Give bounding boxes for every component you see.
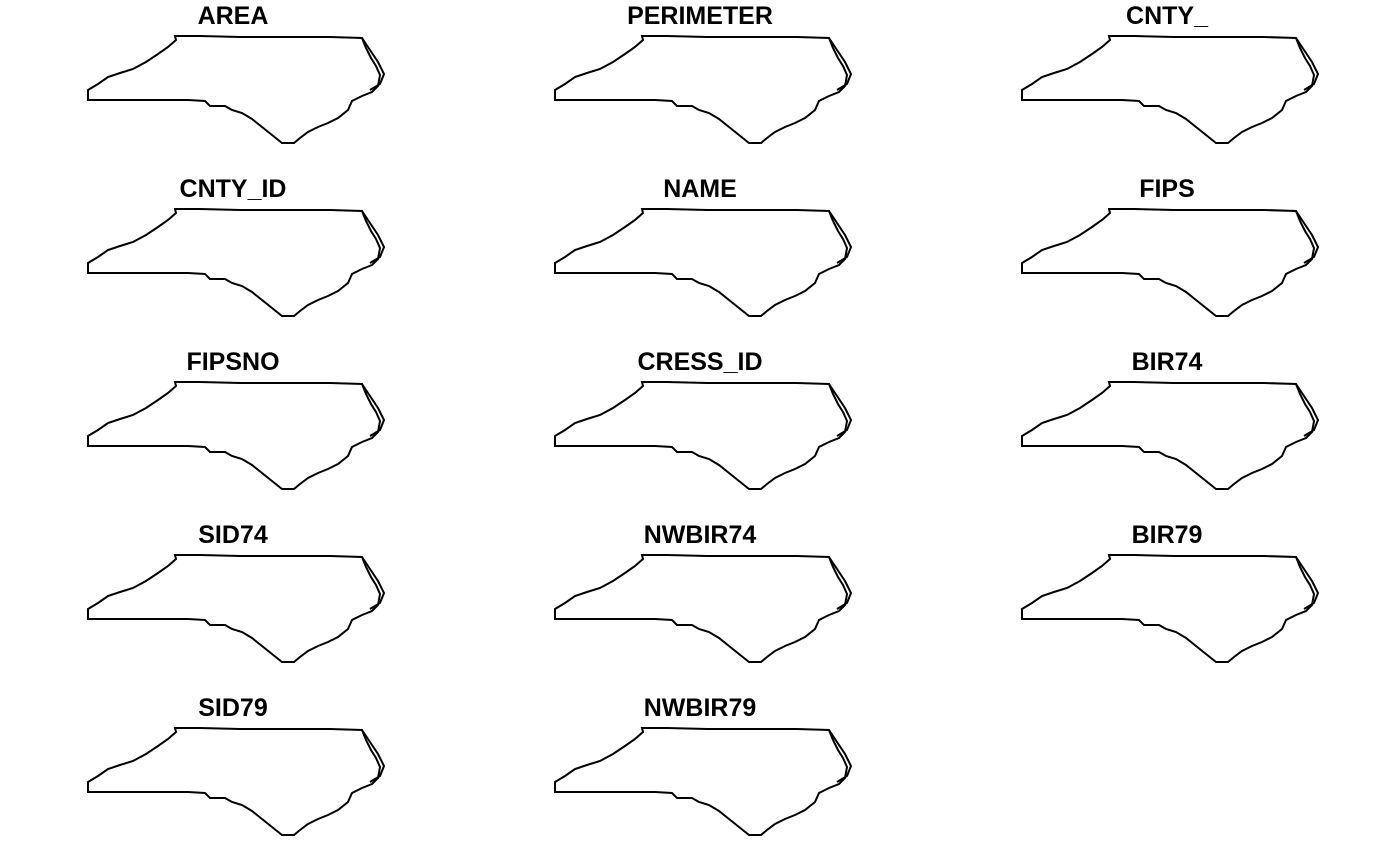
map-panel-nwbir74: NWBIR74 xyxy=(467,519,933,691)
county-map xyxy=(554,727,853,836)
outer-banks-line xyxy=(828,210,853,264)
county-map xyxy=(87,554,386,663)
panel-title: NWBIR74 xyxy=(643,521,757,549)
panel-title: CNTY_ xyxy=(1126,2,1208,30)
outer-banks-line xyxy=(1295,556,1320,610)
map-panel-sid74: SID74 xyxy=(0,519,466,691)
outer-banks-line xyxy=(828,729,853,783)
outer-banks-line xyxy=(1295,37,1320,91)
panel-title: FIPS xyxy=(1139,175,1195,203)
outer-banks-line xyxy=(361,37,386,91)
state-outline xyxy=(554,35,849,144)
county-map xyxy=(554,554,853,663)
panel-title: AREA xyxy=(197,2,269,30)
map-panel-area: AREA xyxy=(0,0,466,172)
map-panel-bir74: BIR74 xyxy=(934,346,1400,518)
panel-title: FIPSNO xyxy=(186,348,280,376)
county-map xyxy=(1021,554,1320,663)
state-outline xyxy=(554,208,849,317)
panel-title: NAME xyxy=(663,175,737,203)
state-outline xyxy=(87,727,382,836)
outer-banks-line xyxy=(828,556,853,610)
state-outline xyxy=(87,554,382,663)
outer-banks-line xyxy=(361,556,386,610)
panel-title: BIR74 xyxy=(1131,348,1203,376)
map-panel-fips: FIPS xyxy=(934,173,1400,345)
county-map xyxy=(554,208,853,317)
panel-title: SID74 xyxy=(198,521,268,549)
panel-title: PERIMETER xyxy=(627,2,773,30)
outer-banks-line xyxy=(1295,210,1320,264)
state-outline xyxy=(1021,208,1316,317)
county-map xyxy=(1021,35,1320,144)
state-outline xyxy=(554,554,849,663)
outer-banks-line xyxy=(361,383,386,437)
outer-banks-line xyxy=(828,37,853,91)
state-outline xyxy=(87,381,382,490)
state-outline xyxy=(554,381,849,490)
map-panel-fipsno: FIPSNO xyxy=(0,346,466,518)
map-panel-bir79: BIR79 xyxy=(934,519,1400,691)
state-outline xyxy=(87,35,382,144)
county-map xyxy=(1021,381,1320,490)
outer-banks-line xyxy=(1295,383,1320,437)
county-map xyxy=(554,35,853,144)
outer-banks-line xyxy=(828,383,853,437)
county-map xyxy=(87,208,386,317)
map-panel-cnty-id: CNTY_ID xyxy=(0,173,466,345)
panel-title: CRESS_ID xyxy=(637,348,763,376)
panel-title: BIR79 xyxy=(1131,521,1203,549)
outer-banks-line xyxy=(361,210,386,264)
county-map xyxy=(1021,208,1320,317)
map-panel-nwbir79: NWBIR79 xyxy=(467,692,933,864)
outer-banks-line xyxy=(361,729,386,783)
state-outline xyxy=(1021,381,1316,490)
state-outline xyxy=(1021,554,1316,663)
map-panel-sid79: SID79 xyxy=(0,692,466,864)
county-map xyxy=(87,35,386,144)
state-outline xyxy=(554,727,849,836)
map-panel-cnty: CNTY_ xyxy=(934,0,1400,172)
state-outline xyxy=(1021,35,1316,144)
state-outline xyxy=(87,208,382,317)
map-panel-cress-id: CRESS_ID xyxy=(467,346,933,518)
map-panel-name: NAME xyxy=(467,173,933,345)
map-panel-perimeter: PERIMETER xyxy=(467,0,933,172)
panel-title: SID79 xyxy=(198,694,268,722)
county-map xyxy=(554,381,853,490)
panel-title: CNTY_ID xyxy=(179,175,287,203)
county-map xyxy=(87,727,386,836)
panel-title: NWBIR79 xyxy=(643,694,757,722)
county-map xyxy=(87,381,386,490)
